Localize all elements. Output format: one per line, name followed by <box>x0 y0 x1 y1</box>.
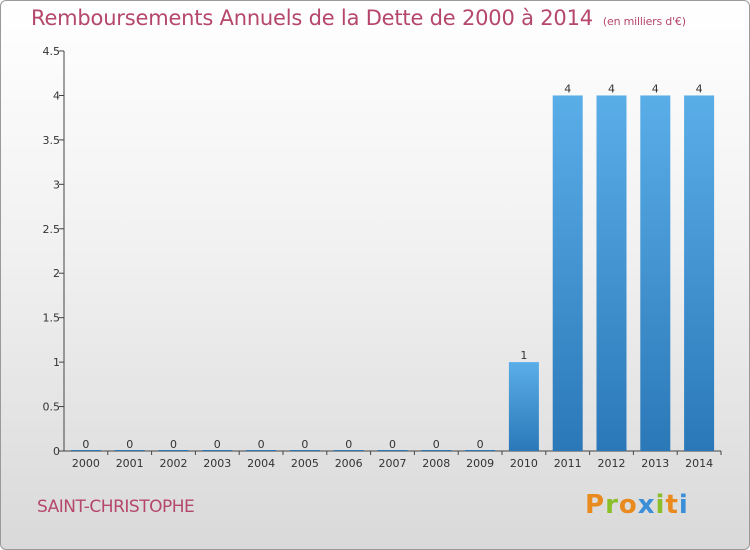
chart-bars: 0 0 0 0 0 0 0 0 0 0 1 4 4 4 4 <box>70 82 715 451</box>
bar <box>158 450 189 451</box>
x-tick-label: 2010 <box>510 457 538 470</box>
bar <box>465 450 496 451</box>
y-tick-label: 0.5 <box>43 401 61 414</box>
proxiti-logo[interactable]: Proxiti <box>585 490 689 520</box>
y-tick-label: 3.5 <box>43 134 61 147</box>
x-tick-label: 2003 <box>203 457 231 470</box>
x-tick-label: 2005 <box>291 457 319 470</box>
y-tick-label: 0 <box>53 445 60 458</box>
y-tick-label: 2.5 <box>43 223 61 236</box>
y-tick-label: 3 <box>53 178 60 191</box>
data-label: 0 <box>214 438 221 451</box>
data-label: 4 <box>696 82 703 95</box>
bar <box>202 450 233 451</box>
data-label: 0 <box>345 438 352 451</box>
bar <box>421 450 452 451</box>
x-tick-label: 2004 <box>247 457 275 470</box>
x-tick-label: 2013 <box>641 457 669 470</box>
chart-unit: (en milliers d'€) <box>602 15 686 28</box>
bar <box>114 450 145 451</box>
logo-letter: i <box>678 490 689 520</box>
logo-letter: t <box>665 490 679 520</box>
y-tick-label: 4.5 <box>43 45 61 58</box>
data-label: 1 <box>520 349 527 362</box>
data-label: 0 <box>389 438 396 451</box>
bar <box>508 362 539 451</box>
commune-name: SAINT-CHRISTOPHE <box>37 497 195 517</box>
logo-letter: P <box>585 490 606 520</box>
bar <box>70 450 101 451</box>
bar <box>333 450 364 451</box>
data-label: 0 <box>258 438 265 451</box>
bar <box>640 95 671 451</box>
x-tick-label: 2002 <box>160 457 188 470</box>
bar <box>684 95 715 451</box>
y-tick-label: 2 <box>53 267 60 280</box>
logo-letter: o <box>618 490 638 520</box>
x-tick-label: 2007 <box>379 457 407 470</box>
y-tick-label: 1.5 <box>43 312 61 325</box>
bar <box>552 95 583 451</box>
y-tick-label: 4 <box>53 89 60 102</box>
logo-letter: x <box>637 490 656 520</box>
data-label: 0 <box>170 438 177 451</box>
data-label: 4 <box>652 82 659 95</box>
chart-axes: 0 0.5 1 1.5 2 2.5 3 3.5 4 4.5 2000 2001 2002 2003 2004… <box>43 45 722 470</box>
x-tick-label: 2011 <box>554 457 582 470</box>
data-label: 4 <box>608 82 615 95</box>
data-label: 0 <box>82 438 89 451</box>
data-label: 0 <box>433 438 440 451</box>
data-label: 4 <box>564 82 571 95</box>
data-label: 0 <box>126 438 133 451</box>
chart-title-text: Remboursements Annuels de la Dette de 20… <box>31 6 593 30</box>
bar <box>377 450 408 451</box>
bar <box>596 95 627 451</box>
x-tick-label: 2012 <box>598 457 626 470</box>
x-tick-label: 2008 <box>422 457 450 470</box>
data-label: 0 <box>301 438 308 451</box>
x-tick-label: 2009 <box>466 457 494 470</box>
x-tick-label: 2006 <box>335 457 363 470</box>
y-tick-label: 1 <box>53 356 60 369</box>
bar <box>246 450 277 451</box>
data-label: 0 <box>477 438 484 451</box>
logo-letter: i <box>655 490 666 520</box>
x-tick-label: 2001 <box>116 457 144 470</box>
x-tick-label: 2000 <box>72 457 100 470</box>
chart-title: Remboursements Annuels de la Dette de 20… <box>31 6 686 30</box>
x-tick-label: 2014 <box>685 457 713 470</box>
bar <box>289 450 320 451</box>
logo-letter: r <box>605 490 619 520</box>
